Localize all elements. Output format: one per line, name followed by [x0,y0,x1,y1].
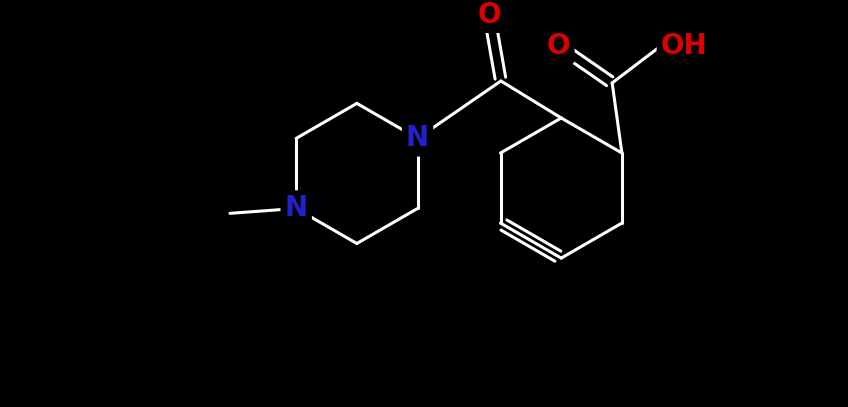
Text: N: N [406,125,429,152]
Text: O: O [477,1,501,29]
Text: N: N [285,195,308,223]
Text: O: O [547,32,571,60]
Text: OH: OH [661,32,707,60]
